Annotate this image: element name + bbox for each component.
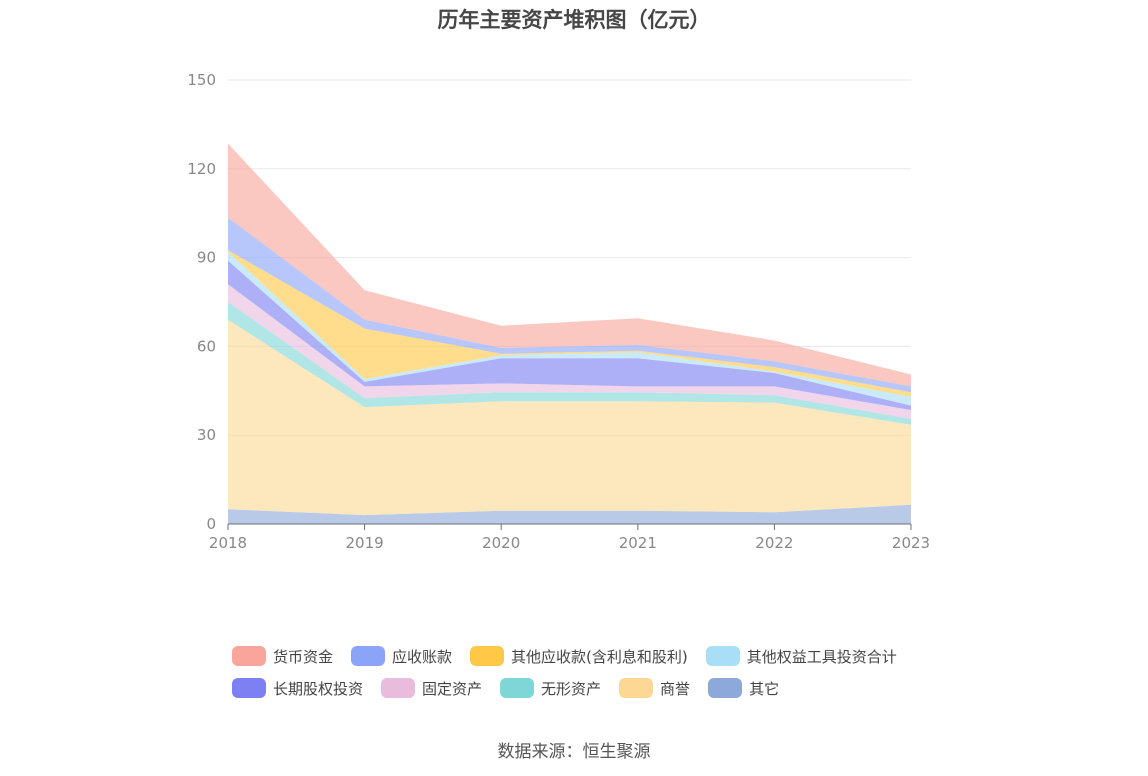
legend-label: 应收账款 (392, 647, 453, 666)
legend-row: 货币资金 应收账款 其他应收款(含利息和股利) 其他权益工具投资合计 (232, 640, 932, 672)
x-tick-label: 2022 (755, 534, 793, 552)
legend-swatch (232, 646, 266, 666)
legend-label: 商誉 (660, 679, 691, 698)
area-series-4 (228, 284, 911, 419)
legend-row: 长期股权投资 固定资产 无形资产 商誉 其它 (232, 672, 932, 704)
legend-item[interactable]: 其他应收款(含利息和股利) (470, 646, 688, 667)
legend-item[interactable]: 应收账款 (351, 646, 452, 667)
legend-swatch (619, 678, 654, 698)
y-tick-label: 90 (197, 249, 216, 267)
legend-swatch (708, 678, 743, 698)
legend-swatch (500, 678, 535, 698)
legend-swatch (351, 646, 386, 666)
y-tick-label: 0 (206, 515, 216, 533)
area-series-7 (228, 250, 911, 397)
legend-label: 其它 (749, 679, 780, 698)
legend-label: 长期股权投资 (273, 679, 364, 698)
legend-label: 其他权益工具投资合计 (746, 647, 897, 666)
legend-swatch (470, 646, 505, 666)
x-tick-label: 2019 (346, 534, 384, 552)
x-tick-label: 2021 (619, 534, 657, 552)
area-series-3 (228, 302, 911, 425)
legend-label: 固定资产 (422, 679, 483, 698)
legend-item[interactable]: 其他权益工具投资合计 (705, 646, 897, 667)
area-series-2 (228, 319, 911, 516)
chart-legend: 货币资金 应收账款 其他应收款(含利息和股利) 其他权益工具投资合计 长期股权投资 固定… (232, 640, 932, 704)
area-series-9 (228, 143, 911, 387)
legend-item[interactable]: 无形资产 (500, 678, 601, 699)
legend-swatch (232, 678, 266, 698)
legend-label: 其他应收款(含利息和股利) (511, 647, 688, 666)
x-tick-label: 2018 (209, 534, 247, 552)
legend-item[interactable]: 商誉 (619, 678, 690, 699)
legend-label: 无形资产 (541, 679, 602, 698)
x-tick-label: 2020 (482, 534, 520, 552)
area-series-6 (228, 251, 911, 406)
legend-swatch (705, 646, 740, 666)
area-series-8 (228, 217, 911, 393)
chart-title: 历年主要资产堆积图（亿元） (437, 8, 711, 32)
y-tick-label: 60 (197, 337, 216, 355)
legend-label: 货币资金 (273, 647, 334, 666)
legend-swatch (381, 678, 416, 698)
legend-item[interactable]: 固定资产 (381, 678, 482, 699)
data-source: 数据来源：恒生聚源 (497, 742, 651, 762)
area-series-1 (228, 504, 911, 524)
y-tick-label: 150 (187, 71, 216, 89)
y-tick-label: 30 (197, 426, 216, 444)
legend-item[interactable]: 其它 (708, 678, 779, 699)
x-tick-label: 2023 (892, 534, 930, 552)
stacked-area-chart: 0 30 60 90 120 150 2018 2019 2020 2021 2022 2023 (187, 71, 930, 552)
y-tick-label: 120 (187, 160, 216, 178)
legend-item[interactable]: 货币资金 (232, 646, 333, 667)
area-series-5 (228, 260, 911, 410)
legend-item[interactable]: 长期股权投资 (232, 678, 363, 699)
